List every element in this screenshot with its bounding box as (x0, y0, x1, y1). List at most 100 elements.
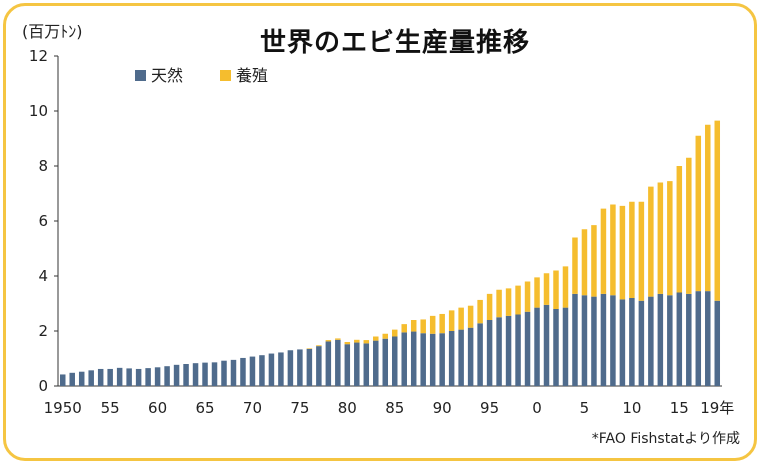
bar-wild-2007 (600, 293, 607, 386)
y-tick-label: 10 (29, 102, 48, 120)
bar-farmed-1983 (373, 336, 379, 341)
bar-wild-1964 (192, 363, 199, 386)
bar-wild-1960 (154, 367, 161, 386)
bar-wild-1995 (486, 320, 493, 386)
bar-farmed-2006 (591, 225, 597, 297)
bar-wild-2018 (705, 291, 711, 386)
x-tick-label: 75 (290, 399, 309, 417)
bar-wild-1962 (173, 364, 180, 386)
legend-swatch-farmed (220, 70, 231, 81)
bar-wild-2003 (562, 307, 569, 386)
x-tick-label: 90 (433, 399, 452, 417)
y-tick-label: 8 (38, 157, 48, 175)
bar-wild-2019 (714, 300, 721, 386)
bar-farmed-2008 (610, 204, 616, 296)
bar-farmed-1997 (505, 288, 512, 316)
chart-title: 世界のエビ生産量推移 (259, 28, 530, 58)
x-tick-label: 19年 (700, 399, 734, 417)
bar-wild-2012 (648, 296, 654, 386)
bar-wild-1958 (135, 368, 142, 386)
bar-farmed-2016 (686, 157, 692, 294)
bar-wild-1951 (69, 372, 75, 386)
bar-farmed-1985 (391, 329, 398, 337)
bar-wild-1994 (477, 323, 483, 386)
bar-farmed-1986 (401, 324, 407, 333)
bar-wild-2015 (676, 292, 683, 386)
y-axis-unit-label: (百万ﾄﾝ) (22, 22, 83, 41)
bar-wild-1998 (515, 314, 521, 386)
source-note: *FAO Fishstatより作成 (591, 431, 740, 447)
bar-wild-1980 (344, 344, 351, 386)
bar-farmed-2000 (534, 277, 540, 308)
bar-wild-2009 (619, 299, 626, 386)
bar-farmed-1989 (429, 315, 436, 334)
bar-farmed-1979 (335, 338, 341, 340)
bar-wild-1968 (230, 359, 237, 386)
bar-farmed-1977 (316, 345, 322, 347)
bar-wild-2014 (667, 295, 673, 386)
bar-wild-1985 (391, 336, 398, 386)
bar-wild-1975 (297, 349, 303, 386)
legend-label-farmed: 養殖 (236, 66, 268, 85)
y-tick-label: 6 (38, 212, 48, 230)
y-tick-label: 4 (38, 267, 48, 285)
x-tick-label: 5 (580, 399, 590, 417)
bar-wild-1959 (145, 368, 151, 386)
x-tick-label: 1950 (44, 399, 82, 417)
bar-wild-2000 (534, 307, 540, 386)
bar-wild-1950 (59, 374, 66, 386)
bar-wild-2016 (686, 293, 692, 386)
bar-farmed-1981 (354, 339, 360, 343)
x-tick-label: 10 (622, 399, 641, 417)
bar-wild-1990 (439, 333, 445, 386)
bar-wild-1973 (278, 352, 284, 386)
bar-farmed-2001 (543, 273, 550, 305)
bar-farmed-2011 (638, 201, 645, 301)
bar-wild-1988 (420, 333, 426, 386)
y-tick-label: 0 (38, 377, 48, 395)
bar-wild-2002 (553, 309, 559, 386)
bar-wild-1961 (164, 366, 170, 386)
bar-farmed-1996 (496, 289, 502, 318)
bar-wild-1966 (211, 362, 218, 386)
bar-wild-1993 (467, 327, 474, 386)
bar-wild-1963 (183, 364, 189, 386)
x-tick-label: 95 (480, 399, 499, 417)
bar-wild-1999 (524, 311, 531, 386)
bar-farmed-1984 (382, 333, 389, 339)
x-tick-label: 80 (338, 399, 357, 417)
bar-wild-2005 (581, 295, 588, 386)
bar-farmed-2007 (600, 208, 607, 294)
bar-farmed-1978 (325, 340, 332, 342)
bar-wild-1978 (325, 341, 332, 386)
bar-farmed-1995 (486, 293, 493, 320)
bar-wild-1974 (287, 350, 294, 386)
bar-farmed-1994 (477, 299, 483, 324)
bar-wild-2010 (629, 298, 635, 386)
bar-wild-1957 (126, 368, 132, 386)
bar-farmed-2009 (619, 205, 626, 300)
bar-wild-1977 (316, 346, 322, 386)
bar-wild-2004 (572, 293, 578, 386)
bar-farmed-1982 (363, 340, 370, 344)
bar-farmed-1992 (458, 307, 464, 330)
bar-wild-1955 (107, 368, 113, 386)
x-tick-label: 15 (670, 399, 689, 417)
bar-farmed-1987 (410, 320, 417, 332)
bar-farmed-2010 (629, 201, 635, 298)
bar-farmed-2012 (648, 186, 654, 297)
x-tick-label: 85 (385, 399, 404, 417)
bar-wild-1969 (240, 357, 246, 386)
bar-wild-1981 (354, 342, 360, 386)
legend-swatch-wild (135, 70, 146, 81)
bar-wild-2006 (591, 296, 597, 386)
bar-wild-1976 (306, 348, 313, 386)
x-tick-label: 60 (148, 399, 167, 417)
bar-wild-2011 (638, 300, 645, 386)
bar-farmed-2019 (714, 120, 721, 301)
bar-wild-1965 (202, 362, 208, 386)
bar-farmed-2005 (581, 229, 588, 296)
bar-wild-1972 (268, 353, 275, 386)
x-tick-label: 0 (532, 399, 542, 417)
